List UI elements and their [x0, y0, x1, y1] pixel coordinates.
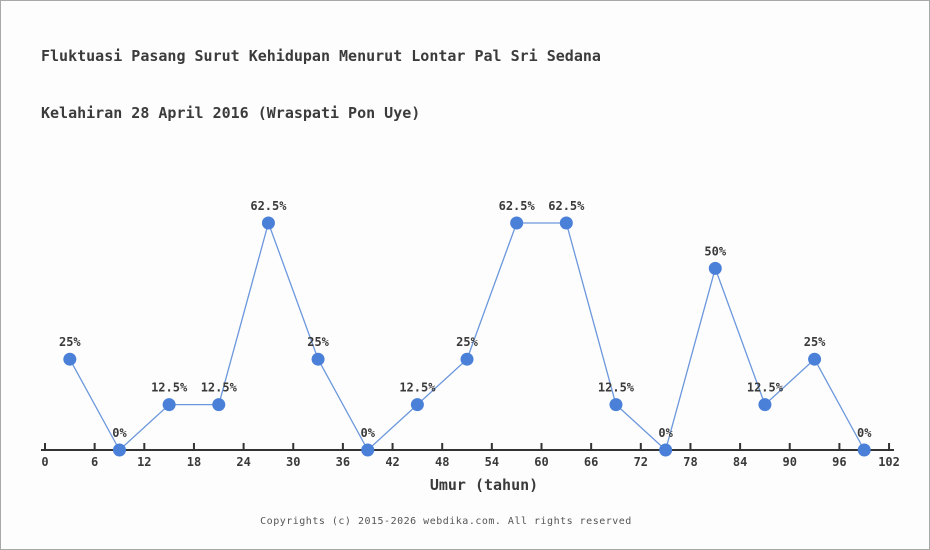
- data-point-label: 0%: [857, 426, 872, 440]
- x-tick-label: 72: [634, 455, 648, 469]
- x-tick-label: 66: [584, 455, 598, 469]
- data-point: [162, 398, 176, 412]
- x-tick-label: 96: [832, 455, 846, 469]
- data-point: [708, 261, 722, 275]
- x-tick-label: 48: [435, 455, 449, 469]
- x-tick-label: 24: [236, 455, 250, 469]
- data-point-label: 12.5%: [747, 381, 784, 395]
- copyright-text: Copyrights (c) 2015-2026 webdika.com. Al…: [260, 516, 632, 527]
- data-point: [63, 352, 77, 366]
- x-tick-label: 36: [336, 455, 350, 469]
- chart-title-line2: Kelahiran 28 April 2016 (Wraspati Pon Uy…: [41, 104, 421, 122]
- chart-title-line1: Fluktuasi Pasang Surut Kehidupan Menurut…: [41, 47, 601, 65]
- x-tick-label: 84: [733, 455, 747, 469]
- data-point: [311, 352, 325, 366]
- x-tick-label: 90: [783, 455, 797, 469]
- data-point-label: 25%: [456, 335, 478, 349]
- data-point: [212, 398, 226, 412]
- data-point-label: 12.5%: [399, 381, 436, 395]
- data-point: [808, 352, 822, 366]
- x-tick-label: 30: [286, 455, 300, 469]
- data-point-label: 12.5%: [598, 381, 635, 395]
- data-point-label: 50%: [704, 244, 726, 258]
- data-point: [510, 216, 524, 230]
- data-point-label: 12.5%: [201, 381, 238, 395]
- data-point-label: 12.5%: [151, 381, 188, 395]
- data-point-label: 0%: [658, 426, 673, 440]
- data-point-label: 0%: [360, 426, 375, 440]
- x-tick-label: 18: [187, 455, 201, 469]
- x-tick-label: 78: [683, 455, 697, 469]
- data-point: [112, 443, 126, 457]
- x-tick-label: 0: [41, 455, 48, 469]
- data-point: [609, 398, 623, 412]
- chart-title: Fluktuasi Pasang Surut Kehidupan Menurut…: [41, 9, 601, 161]
- x-tick-label: 6: [91, 455, 98, 469]
- data-point-label: 25%: [59, 335, 81, 349]
- data-point: [659, 443, 673, 457]
- data-point-label: 25%: [804, 335, 826, 349]
- data-point-label: 62.5%: [499, 199, 536, 213]
- data-point-label: 25%: [307, 335, 329, 349]
- x-tick-label: 54: [485, 455, 499, 469]
- data-point: [559, 216, 573, 230]
- data-point: [857, 443, 871, 457]
- data-point-label: 62.5%: [250, 199, 287, 213]
- x-tick-label: 12: [137, 455, 151, 469]
- x-tick-label: 42: [385, 455, 399, 469]
- data-point-label: 62.5%: [548, 199, 585, 213]
- data-point: [758, 398, 772, 412]
- data-point: [261, 216, 275, 230]
- data-point-label: 0%: [112, 426, 127, 440]
- x-tick-label: 102: [878, 455, 900, 469]
- data-point: [410, 398, 424, 412]
- x-tick-label: 60: [534, 455, 548, 469]
- x-axis-title: Umur (tahun): [430, 476, 538, 494]
- data-point: [460, 352, 474, 366]
- data-point: [361, 443, 375, 457]
